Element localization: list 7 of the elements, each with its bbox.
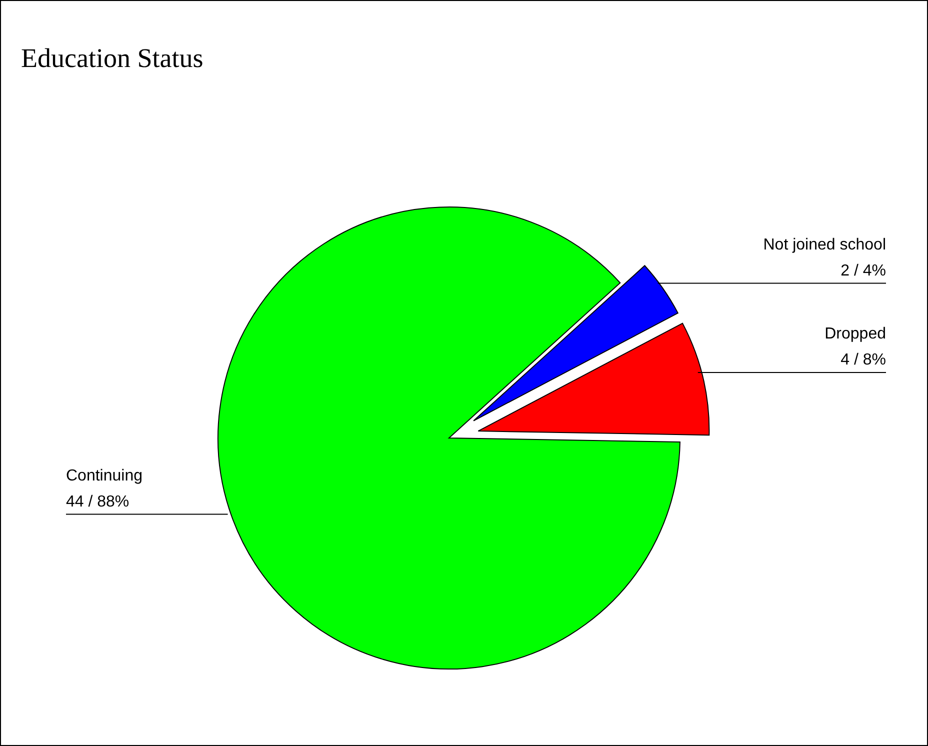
chart-title: Education Status bbox=[21, 43, 204, 74]
slice-label: Continuing bbox=[66, 467, 142, 484]
slice-label: Dropped bbox=[824, 326, 886, 343]
slice-label: Not joined school bbox=[763, 236, 886, 254]
data-label: 44 / 88% bbox=[66, 493, 130, 510]
data-label: 4 / 8% bbox=[840, 352, 886, 369]
data-label: 2 / 4% bbox=[840, 262, 886, 280]
